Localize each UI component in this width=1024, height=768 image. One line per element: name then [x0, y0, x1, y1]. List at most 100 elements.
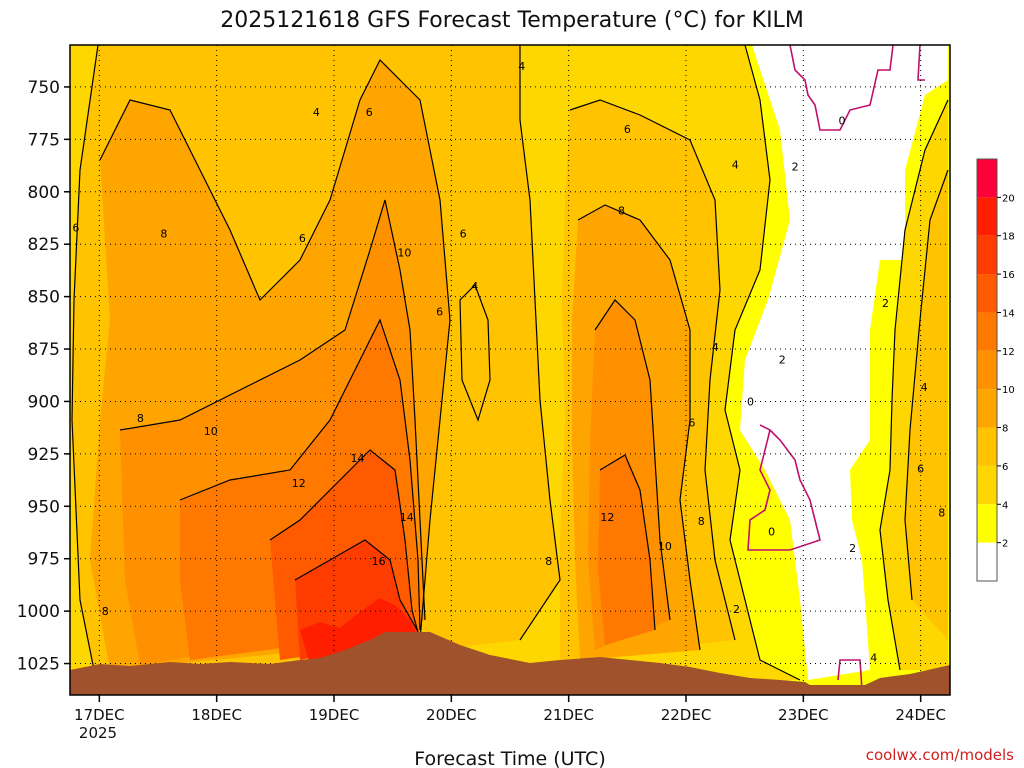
contour-label-text: 8 [137, 412, 144, 425]
colorbar-segment [977, 197, 997, 236]
band-18-20 [300, 598, 420, 665]
band-6-8-far-east [905, 170, 948, 640]
contour-label-text: 6 [624, 123, 631, 136]
x-tick-label: 22DEC [661, 706, 712, 724]
contour-label: 12 [600, 511, 614, 524]
contour-label: 8 [545, 555, 552, 568]
x-tick-label: 21DEC [543, 706, 594, 724]
contour-label: 6 [460, 228, 467, 241]
colorbar-label: 6 [1002, 462, 1008, 473]
contour-label: 14 [400, 511, 414, 524]
colorbar-label: 20 [1002, 193, 1015, 204]
contour-label-text: 0 [768, 525, 775, 538]
contour-line-10 [119, 199, 426, 621]
contour-label-text: 2 [779, 354, 786, 367]
contour-line-10-mid [594, 299, 671, 621]
contour-label-text: 8 [698, 515, 705, 528]
contour-label: 0 [768, 525, 775, 538]
x-tick-label: 18DEC [191, 706, 242, 724]
contour-line-8 [99, 58, 451, 641]
zero-contour-upper [789, 45, 894, 131]
y-tick-label: 1000 [17, 602, 60, 622]
contour-label-text: 4 [921, 381, 928, 394]
x-tick-label: 23DEC [778, 706, 829, 724]
contour-label: 8 [938, 507, 945, 520]
contour-label-text: 10 [397, 247, 411, 260]
contour-label-text: 4 [732, 159, 739, 172]
contour-label: 6 [917, 463, 924, 476]
colorbar-label: 2 [1002, 539, 1008, 550]
x-tick-label: 24DEC [895, 706, 946, 724]
y-tick-label: 825 [28, 235, 60, 255]
contour-label: 6 [624, 123, 631, 136]
contour-label: 4 [732, 159, 739, 172]
colorbar-segment [977, 389, 997, 428]
colorbar-label: 8 [1002, 424, 1008, 435]
contour-line-4-east [879, 99, 949, 671]
colorbar-label: 10 [1002, 385, 1015, 396]
x-tick-label: 20DEC [426, 706, 477, 724]
contour-label-text: 0 [839, 114, 846, 127]
contour-label-text: 12 [600, 511, 614, 524]
y-tick-label: 975 [28, 550, 60, 570]
y-tick-label: 875 [28, 340, 60, 360]
contour-label-text: 6 [688, 416, 695, 429]
contour-label-text: 6 [366, 106, 373, 119]
y-tick-label: 925 [28, 445, 60, 465]
contour-label: 10 [204, 425, 218, 438]
y-tick-label: 775 [28, 130, 60, 150]
contour-label-text: 0 [747, 395, 754, 408]
contour-label-text: 6 [72, 221, 79, 234]
zero-contours [747, 45, 925, 691]
contour-label-text: 2 [849, 542, 856, 555]
contour-label-text: 8 [545, 555, 552, 568]
contour-label-text: 4 [518, 60, 525, 73]
contour-label-text: 2 [792, 161, 799, 174]
contour-label: 8 [160, 228, 167, 241]
terrain [70, 632, 950, 695]
contour-label: 16 [372, 555, 386, 568]
contour-label: 8 [102, 605, 109, 618]
contour-label: 2 [882, 297, 889, 310]
contour-label-text: 6 [460, 228, 467, 241]
y-tick-label: 900 [28, 392, 60, 412]
colorbar-segment [977, 350, 997, 390]
contour-line-16 [294, 539, 421, 636]
contour-label: 2 [792, 161, 799, 174]
plot-area: 4 6 4 6 4 2 0 6 8 6 10 6 8 4 6 2 4 2 4 8 10 0 6 12 14 6 14 16 12 10 8 0… [70, 45, 950, 695]
contour-label: 2 [849, 542, 856, 555]
x-tick-label: 17DEC [74, 706, 125, 724]
contour-label-text: 6 [299, 232, 306, 245]
plot-frame [69, 44, 951, 696]
contour-line-4 [724, 45, 801, 681]
colorbar-label: 12 [1002, 347, 1015, 358]
contour-label-text: 10 [204, 425, 218, 438]
contour-label-text: 14 [400, 511, 414, 524]
contour-label: 4 [921, 381, 928, 394]
contour-label-text: 8 [102, 605, 109, 618]
contour-label: 6 [688, 416, 695, 429]
y-tick-label: 850 [28, 288, 60, 308]
contour-label: 4 [870, 651, 877, 664]
contour-label-text: 8 [618, 205, 625, 218]
colorbar-segment [977, 159, 997, 198]
y-tick-label: 950 [28, 497, 60, 517]
colorbar-label: 14 [1002, 308, 1015, 319]
contour-line-6-upper [519, 45, 561, 641]
contour-label-text: 16 [372, 555, 386, 568]
credit-text: coolwx.com/models [866, 746, 1014, 764]
zero-contour-bottom [837, 659, 863, 691]
contour-label-text: 4 [471, 280, 478, 293]
contour-label-text: 6 [436, 305, 443, 318]
contour-line-8-mid [577, 204, 701, 651]
contour-label: 10 [397, 247, 411, 260]
contour-label: 6 [366, 106, 373, 119]
chart-title: 2025121618 GFS Forecast Temperature (°C)… [220, 8, 804, 33]
contour-label: 4 [471, 280, 478, 293]
colorbar-segment [977, 312, 997, 351]
contour-line-6-far-east [904, 169, 949, 601]
colorbar-segment [977, 274, 997, 313]
colorbar-segment [977, 465, 997, 505]
contour-label: 6 [299, 232, 306, 245]
contour-label-text: 2 [733, 603, 740, 616]
